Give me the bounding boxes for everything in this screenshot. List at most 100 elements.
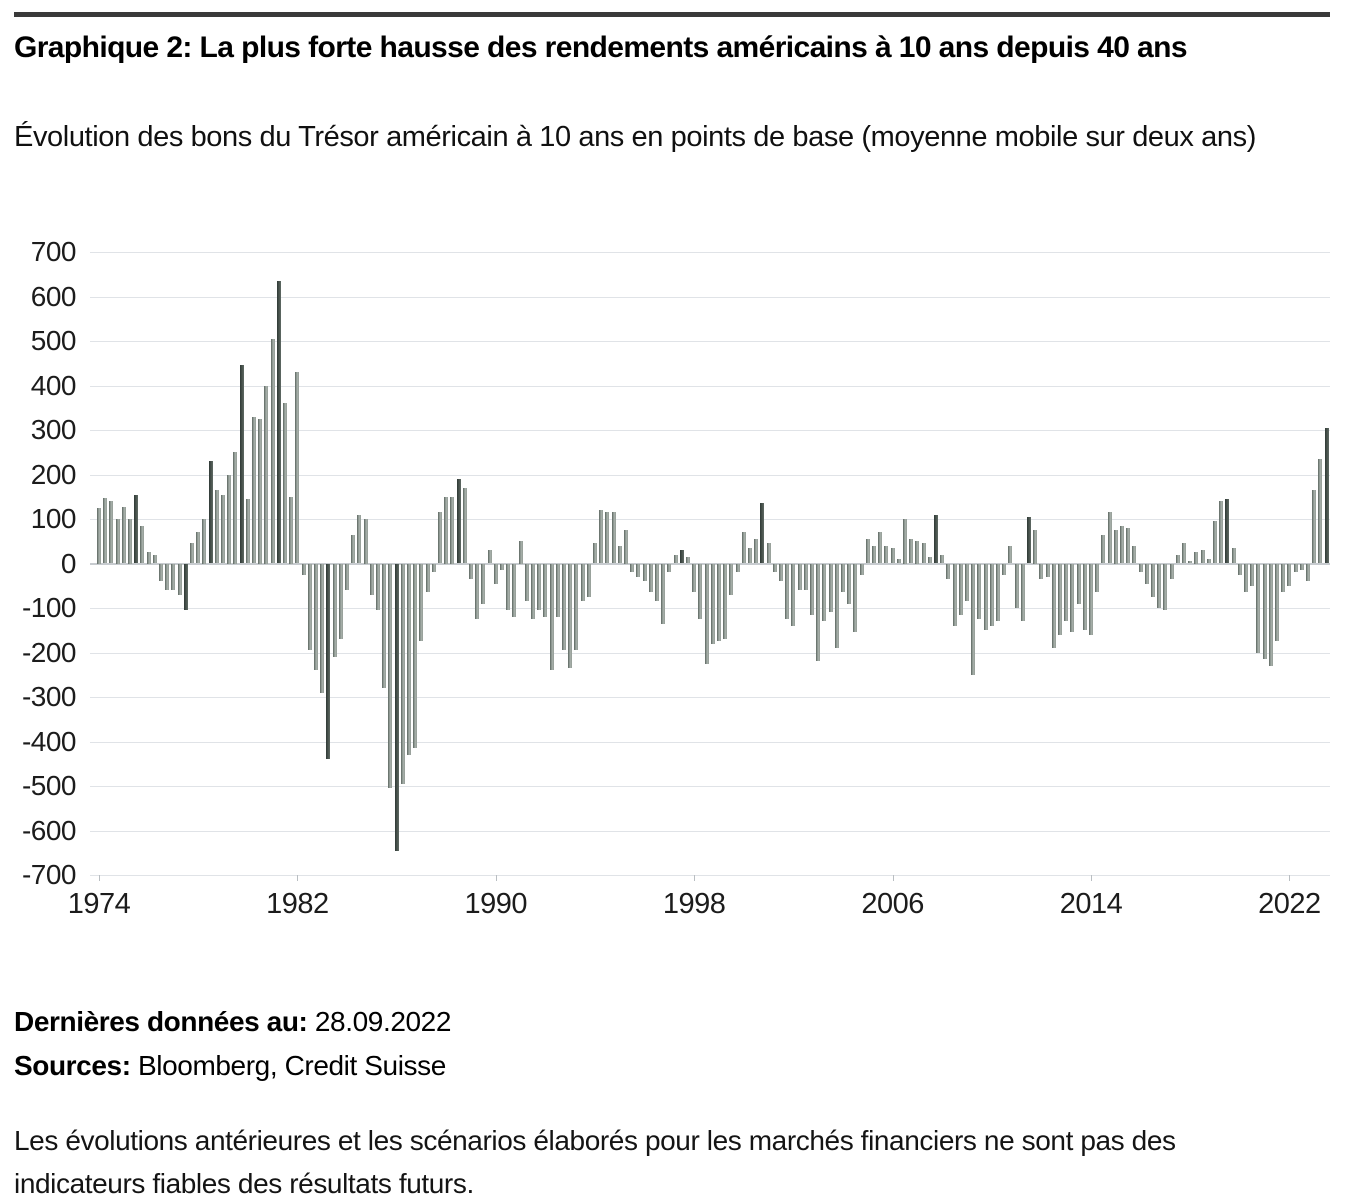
chart-title: Graphique 2: La plus forte hausse des re…	[14, 31, 1188, 64]
bar	[518, 541, 523, 564]
bar	[1126, 527, 1131, 564]
bar	[1064, 563, 1069, 622]
bar	[258, 418, 263, 564]
bar	[1014, 563, 1019, 608]
bar	[345, 563, 349, 591]
bar	[419, 563, 424, 642]
bar	[320, 563, 325, 693]
bar	[896, 559, 901, 564]
y-tick-label: 700	[30, 236, 77, 267]
bar	[512, 563, 517, 617]
bar	[772, 563, 777, 573]
last-data-label: Dernières données au:	[14, 1006, 308, 1037]
y-tick-label: -300	[21, 681, 77, 712]
chart-subtitle: Évolution des bons du Trésor américain à…	[14, 121, 1256, 153]
bar	[903, 519, 907, 564]
bar	[816, 563, 821, 662]
bar	[369, 563, 374, 595]
gridline	[90, 385, 1330, 387]
bar	[1262, 563, 1267, 660]
bar	[171, 563, 176, 591]
bar	[605, 512, 610, 564]
bar	[481, 563, 486, 604]
bar	[183, 563, 188, 611]
bar	[332, 563, 337, 657]
y-tick-label: -400	[21, 725, 77, 757]
bar	[413, 563, 418, 749]
bar	[500, 563, 504, 571]
y-tick-label: 600	[30, 280, 77, 312]
bar	[264, 385, 269, 564]
bar	[1163, 563, 1168, 611]
x-axis-tick	[1289, 875, 1291, 881]
y-axis-labels: 700 600 500 400 300 200 100 0 -100 -200 -300 -400 -5…	[0, 236, 77, 890]
x-axis-tick	[1091, 875, 1092, 881]
x-tick-label: 1998	[662, 888, 726, 920]
bar	[909, 539, 914, 564]
y-tick-label: -100	[21, 592, 77, 623]
bar	[828, 563, 833, 613]
bar	[289, 496, 294, 564]
bar	[543, 563, 548, 617]
gridline	[90, 875, 1330, 876]
x-axis-tick	[892, 875, 894, 881]
sources-value: Bloomberg, Credit Suisse	[138, 1050, 446, 1081]
bar	[394, 563, 399, 851]
bar	[655, 563, 659, 602]
bar	[580, 563, 585, 602]
bar	[921, 543, 926, 564]
bar	[363, 519, 368, 564]
gridline	[90, 652, 1330, 654]
y-tick-label: 500	[30, 325, 77, 356]
y-tick-label: 400	[30, 369, 77, 401]
bar	[735, 563, 740, 573]
bar	[202, 519, 207, 564]
bar	[1175, 554, 1180, 564]
bar	[214, 490, 219, 564]
x-axis-tick	[297, 875, 299, 881]
bar	[487, 550, 492, 564]
bar	[307, 563, 312, 651]
bar	[338, 563, 343, 640]
bar	[177, 563, 182, 595]
bar	[376, 563, 380, 611]
bar	[1058, 563, 1062, 635]
bar	[1039, 563, 1044, 580]
y-tick-label: -700	[21, 859, 77, 890]
bar	[946, 563, 951, 580]
y-tick-label: 0	[60, 547, 77, 579]
bar	[239, 365, 244, 564]
bar	[698, 563, 703, 620]
bar	[1051, 563, 1056, 649]
bar	[444, 496, 449, 564]
gridline	[90, 296, 1330, 298]
bar	[227, 474, 232, 564]
disclaimer-text: Les évolutions antérieures et les scénar…	[14, 1125, 1176, 1199]
bar	[797, 563, 802, 591]
bar	[276, 280, 281, 564]
bar	[493, 563, 498, 584]
bar	[221, 494, 225, 564]
bar	[121, 506, 126, 564]
x-tick-label: 2014	[1059, 888, 1123, 920]
bar	[562, 563, 566, 651]
bar	[884, 545, 889, 564]
bar	[252, 416, 256, 564]
bar	[593, 543, 597, 564]
bar	[754, 539, 759, 564]
bar	[1107, 512, 1112, 564]
x-tick-label: 1990	[464, 888, 528, 920]
bar	[810, 563, 814, 615]
bar	[872, 545, 876, 564]
bar	[1213, 521, 1217, 564]
bar	[165, 563, 170, 591]
bar	[599, 510, 604, 564]
bar	[865, 539, 870, 564]
bar	[611, 512, 616, 564]
bar	[1027, 516, 1031, 564]
sources-line: Sources: Bloomberg, Credit Suisse	[14, 1050, 446, 1082]
bar	[1070, 563, 1075, 633]
bar	[940, 554, 945, 564]
gridline	[90, 786, 1330, 787]
